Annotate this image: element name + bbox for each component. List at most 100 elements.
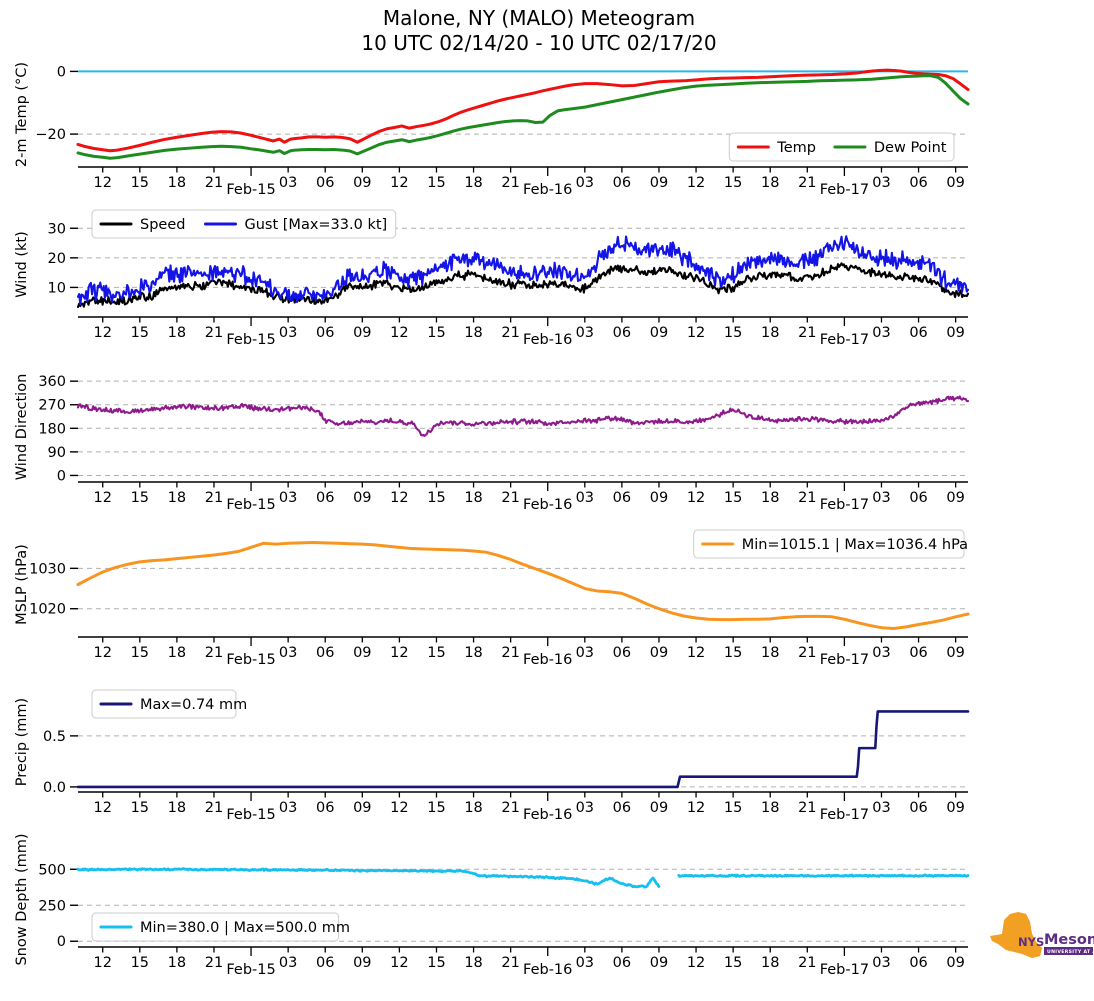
panels-group: 0−202-m Temp (°C)12 15 18 21 Feb-15 03 06 09 12 1… [14, 62, 970, 978]
x-tick-label: 06 [613, 645, 631, 661]
x-tick-label: 06 [613, 325, 631, 341]
x-tick-label: 03 [576, 490, 594, 506]
logo-subtitle-bar [1044, 947, 1093, 955]
x-tick-label: 21 [501, 955, 519, 971]
x-tick-label: 06 [613, 800, 631, 816]
x-tick-label: 21 [501, 490, 519, 506]
x-tick-label: 12 [390, 800, 408, 816]
x-tick-label: Feb-16 [523, 332, 572, 348]
x-tick-label: 03 [279, 175, 297, 191]
x-tick-label: 18 [761, 175, 779, 191]
x-tick-label: 09 [650, 955, 668, 971]
x-tick-label: 21 [798, 955, 816, 971]
legend-label: Min=1015.1 | Max=1036.4 hPa [742, 537, 968, 553]
x-tick-label: 18 [761, 325, 779, 341]
y-axis-label: Precip (mm) [14, 698, 30, 786]
legend-label: Max=0.74 mm [140, 697, 247, 713]
x-tick-label: 03 [576, 645, 594, 661]
x-tick-label: 21 [798, 645, 816, 661]
y-tick-label: 1030 [29, 561, 66, 577]
page-title: Malone, NY (MALO) Meteogram [383, 6, 695, 30]
x-tick-label: Feb-17 [820, 807, 869, 823]
x-tick-label: 15 [131, 490, 149, 506]
data-series-line [76, 867, 661, 889]
x-tick-label: 03 [576, 800, 594, 816]
x-tick-label: 15 [724, 955, 742, 971]
x-tick-label: 12 [390, 955, 408, 971]
x-tick-label: 15 [427, 645, 445, 661]
x-tick-label: 15 [131, 645, 149, 661]
x-tick-label: 21 [205, 955, 223, 971]
y-axis-label: Wind Direction [14, 374, 30, 481]
page-subtitle: 10 UTC 02/14/20 - 10 UTC 02/17/20 [361, 31, 716, 55]
legend-wind: Speed Gust [Max=33.0 kt] [91, 209, 397, 239]
x-tick-label: 18 [464, 325, 482, 341]
x-tick-label: 03 [872, 645, 890, 661]
legend-box [91, 689, 237, 719]
x-tick-label: 09 [650, 490, 668, 506]
x-tick-label: 09 [353, 800, 371, 816]
x-tick-label: 03 [279, 490, 297, 506]
y-tick-label: 0.0 [43, 780, 66, 796]
x-tick-label: 18 [761, 955, 779, 971]
x-tick-label: 09 [946, 175, 964, 191]
y-tick-label: 0 [57, 934, 66, 950]
x-tick-label: 21 [205, 800, 223, 816]
x-tick-label: 21 [798, 490, 816, 506]
x-tick-label: 09 [353, 955, 371, 971]
x-tick-label: 21 [798, 175, 816, 191]
x-tick-label: 06 [909, 955, 927, 971]
x-tick-label: 18 [168, 490, 186, 506]
x-tick-label: 18 [168, 325, 186, 341]
y-tick-label: 0 [57, 64, 66, 80]
data-series-line [76, 710, 970, 789]
x-tick-label: 09 [946, 490, 964, 506]
legend-label: Min=380.0 | Max=500.0 mm [140, 920, 350, 936]
legend-box [91, 209, 397, 239]
x-tick-label: Feb-16 [523, 652, 572, 668]
legend-precip: Max=0.74 mm [91, 689, 247, 719]
x-tick-label: 03 [872, 325, 890, 341]
x-tick-label: 06 [909, 645, 927, 661]
x-tick-label: 21 [501, 800, 519, 816]
x-tick-label: 15 [724, 645, 742, 661]
x-tick-label: 06 [909, 800, 927, 816]
y-tick-label: 500 [38, 862, 66, 878]
x-tick-label: 15 [131, 175, 149, 191]
y-tick-label: 1020 [29, 602, 66, 618]
x-tick-label: 21 [501, 645, 519, 661]
x-tick-label: 18 [168, 175, 186, 191]
legend-label: Gust [Max=33.0 kt] [245, 217, 388, 233]
x-tick-label: 09 [353, 490, 371, 506]
x-tick-label: Feb-17 [820, 652, 869, 668]
y-tick-label: 10 [48, 280, 66, 296]
y-axis-label: Wind (kt) [14, 231, 30, 297]
x-tick-label: 15 [427, 490, 445, 506]
x-tick-label: 12 [93, 325, 111, 341]
x-tick-label: 15 [724, 800, 742, 816]
x-tick-label: 15 [131, 325, 149, 341]
logo-nys-text: NYS [1018, 935, 1044, 949]
x-tick-label: Feb-15 [226, 807, 275, 823]
x-tick-label: 18 [168, 800, 186, 816]
y-tick-label: 20 [48, 251, 66, 267]
data-series-line [677, 873, 970, 878]
x-tick-label: 09 [946, 325, 964, 341]
x-tick-label: 12 [390, 325, 408, 341]
x-tick-label: 03 [576, 175, 594, 191]
x-tick-label: 18 [464, 955, 482, 971]
x-tick-label: 12 [687, 175, 705, 191]
x-tick-label: 15 [427, 800, 445, 816]
x-tick-label: 12 [687, 955, 705, 971]
x-tick-label: 03 [872, 490, 890, 506]
y-tick-label: 90 [48, 445, 66, 461]
x-tick-label: 18 [464, 800, 482, 816]
x-tick-label: Feb-16 [523, 182, 572, 198]
x-tick-label: 18 [761, 645, 779, 661]
x-tick-label: 21 [501, 175, 519, 191]
x-tick-label: 15 [724, 325, 742, 341]
x-tick-label: 03 [872, 175, 890, 191]
